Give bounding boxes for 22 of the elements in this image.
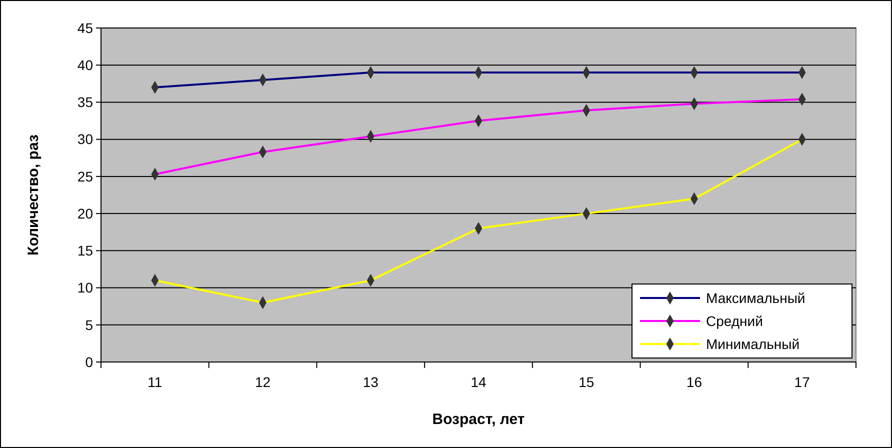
y-tick-label: 25 <box>77 168 94 184</box>
x-axis-title: Возраст, лет <box>432 411 525 428</box>
x-tick-label: 12 <box>254 374 271 390</box>
y-axis-title: Количество, раз <box>25 134 42 256</box>
x-tick-label: 17 <box>794 374 810 390</box>
x-tick-label: 13 <box>362 374 379 390</box>
y-tick-label: 0 <box>85 354 94 370</box>
legend-label: Минимальный <box>706 336 800 352</box>
x-tick-label: 15 <box>578 374 594 390</box>
legend-label: Средний <box>706 312 763 329</box>
y-tick-label: 15 <box>77 242 94 259</box>
y-tick-label: 20 <box>77 205 94 222</box>
y-tick-label: 5 <box>85 316 94 333</box>
x-tick-label: 14 <box>470 374 486 390</box>
x-tick-label: 11 <box>148 374 162 390</box>
legend-label: Максимальный <box>706 290 806 306</box>
y-tick-label: 10 <box>77 280 94 296</box>
y-tick-label: 45 <box>77 20 94 36</box>
y-tick-label: 30 <box>77 131 94 148</box>
y-tick-label: 35 <box>77 94 94 110</box>
y-tick-label: 40 <box>77 57 94 74</box>
x-tick-label: 16 <box>686 374 702 390</box>
